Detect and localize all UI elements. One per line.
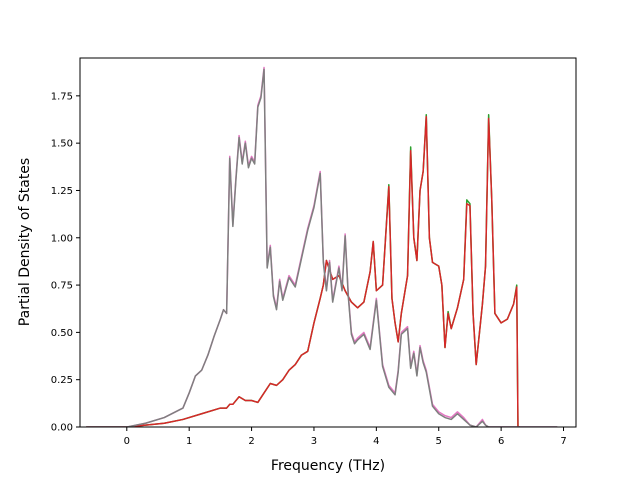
x-tick-label: 4: [373, 436, 379, 447]
y-tick-label: 0.00: [51, 423, 73, 434]
x-tick-label: 1: [186, 436, 192, 447]
plot-area: [79, 57, 577, 428]
x-tick-label: 5: [436, 436, 442, 447]
y-tick-label: 0.25: [51, 375, 73, 386]
series-line-2: [86, 115, 520, 427]
y-tick-label: 1.00: [51, 233, 73, 244]
y-axis-label: Partial Density of States: [17, 158, 33, 326]
y-tick-label: 0.50: [51, 328, 73, 339]
y-axis-ticks: 0.00 0.25 0.50 0.75 1.00 1.25 1.50 1.75: [51, 91, 80, 434]
y-tick-label: 1.75: [51, 91, 73, 102]
x-tick-label: 7: [560, 436, 566, 447]
x-tick-label: 2: [248, 436, 254, 447]
x-tick-label: 6: [498, 436, 504, 447]
y-tick-label: 1.25: [51, 186, 73, 197]
axes-frame: [79, 57, 577, 428]
series-layer: [86, 66, 558, 427]
series-line-4: [86, 68, 558, 427]
x-tick-label: 0: [124, 436, 130, 447]
x-axis-ticks: 0 1 2 3 4 5 6 7: [124, 427, 567, 447]
x-tick-label: 3: [311, 436, 317, 447]
y-tick-label: 1.50: [51, 139, 73, 150]
series-line-3: [86, 66, 558, 427]
x-axis-label: Frequency (THz): [271, 458, 385, 474]
y-tick-label: 0.75: [51, 281, 73, 292]
